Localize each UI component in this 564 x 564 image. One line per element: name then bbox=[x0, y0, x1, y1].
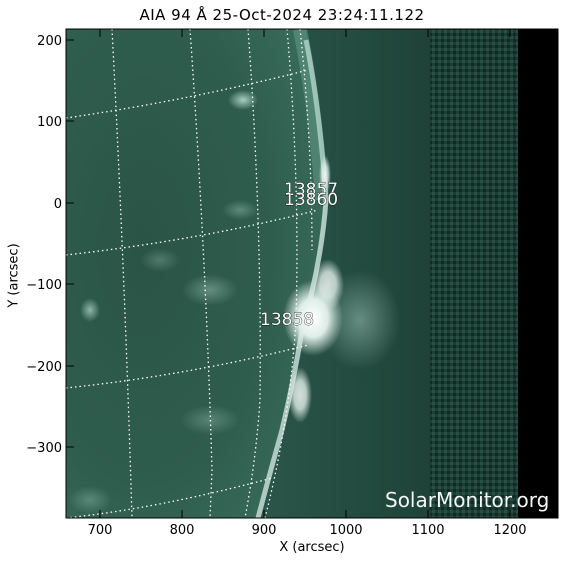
y-tick-label: −200 bbox=[26, 360, 62, 375]
x-tick-label: 1100 bbox=[411, 523, 444, 538]
y-tick-label: 100 bbox=[37, 115, 62, 130]
active-region-label: 13860 bbox=[284, 190, 338, 210]
heliographic-grid bbox=[66, 29, 319, 518]
active-region-label: 13858 bbox=[260, 310, 314, 330]
y-tick-label: −100 bbox=[26, 278, 62, 293]
x-tick-label: 700 bbox=[88, 523, 113, 538]
y-tick-label: 0 bbox=[54, 197, 62, 212]
y-tick-label: −300 bbox=[26, 441, 62, 456]
plot-frame bbox=[65, 28, 559, 519]
image-area: 13857 13860 13858 bbox=[66, 29, 558, 518]
x-tick-label: 1200 bbox=[493, 523, 526, 538]
bright-loop bbox=[228, 90, 258, 110]
image-title: AIA 94 Å 25-Oct-2024 23:24:11.122 bbox=[139, 6, 425, 24]
y-tick-label: 200 bbox=[37, 34, 62, 49]
x-axis-ticks bbox=[99, 29, 511, 518]
x-tick-label: 1000 bbox=[329, 523, 362, 538]
y-axis-ticks bbox=[66, 39, 558, 448]
x-axis-label: X (arcsec) bbox=[279, 540, 345, 555]
watermark: SolarMonitor.org bbox=[385, 488, 550, 512]
x-tick-label: 800 bbox=[170, 523, 195, 538]
solar-disk bbox=[66, 29, 326, 518]
active-region-label: 13857 bbox=[284, 180, 338, 200]
off-detector-region bbox=[518, 29, 558, 518]
y-axis-label: Y (arcsec) bbox=[6, 243, 22, 308]
x-tick-label: 900 bbox=[252, 523, 277, 538]
noise-region bbox=[430, 29, 522, 518]
